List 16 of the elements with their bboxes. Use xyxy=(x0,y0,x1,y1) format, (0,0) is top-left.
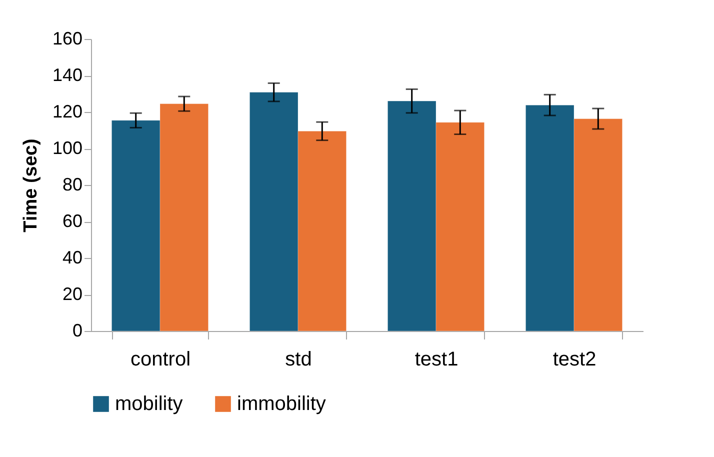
x-tick-label: test1 xyxy=(414,348,458,370)
y-tick-label: 160 xyxy=(52,28,82,48)
y-tick-label: 60 xyxy=(62,211,82,231)
legend-label: immobility xyxy=(237,393,326,415)
x-tick-label: control xyxy=(130,348,191,370)
y-tick-label: 0 xyxy=(72,320,82,340)
y-tick-label: 20 xyxy=(62,284,82,304)
y-tick-label: 140 xyxy=(52,65,82,85)
y-tick-label: 120 xyxy=(52,102,82,122)
y-tick-label: 100 xyxy=(52,138,82,158)
y-axis-title: Time (sec) xyxy=(20,138,42,232)
y-tick-label: 40 xyxy=(62,248,82,268)
x-tick-label: std xyxy=(285,348,312,370)
legend-label: mobility xyxy=(115,393,183,415)
y-tick-label: 80 xyxy=(62,174,82,194)
x-tick-label: test2 xyxy=(552,348,596,370)
